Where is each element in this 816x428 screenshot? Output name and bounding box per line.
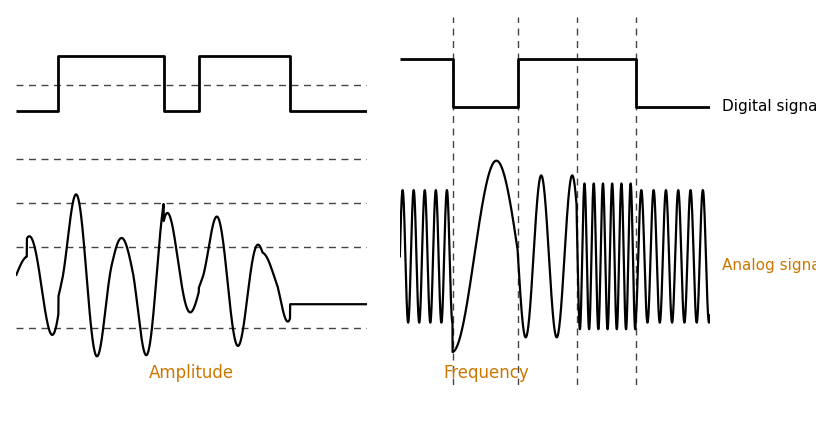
Text: Frequency: Frequency: [444, 363, 530, 381]
Text: Analog signal: Analog signal: [722, 258, 816, 273]
Text: Amplitude: Amplitude: [149, 363, 234, 381]
Text: Digital signal: Digital signal: [722, 99, 816, 115]
